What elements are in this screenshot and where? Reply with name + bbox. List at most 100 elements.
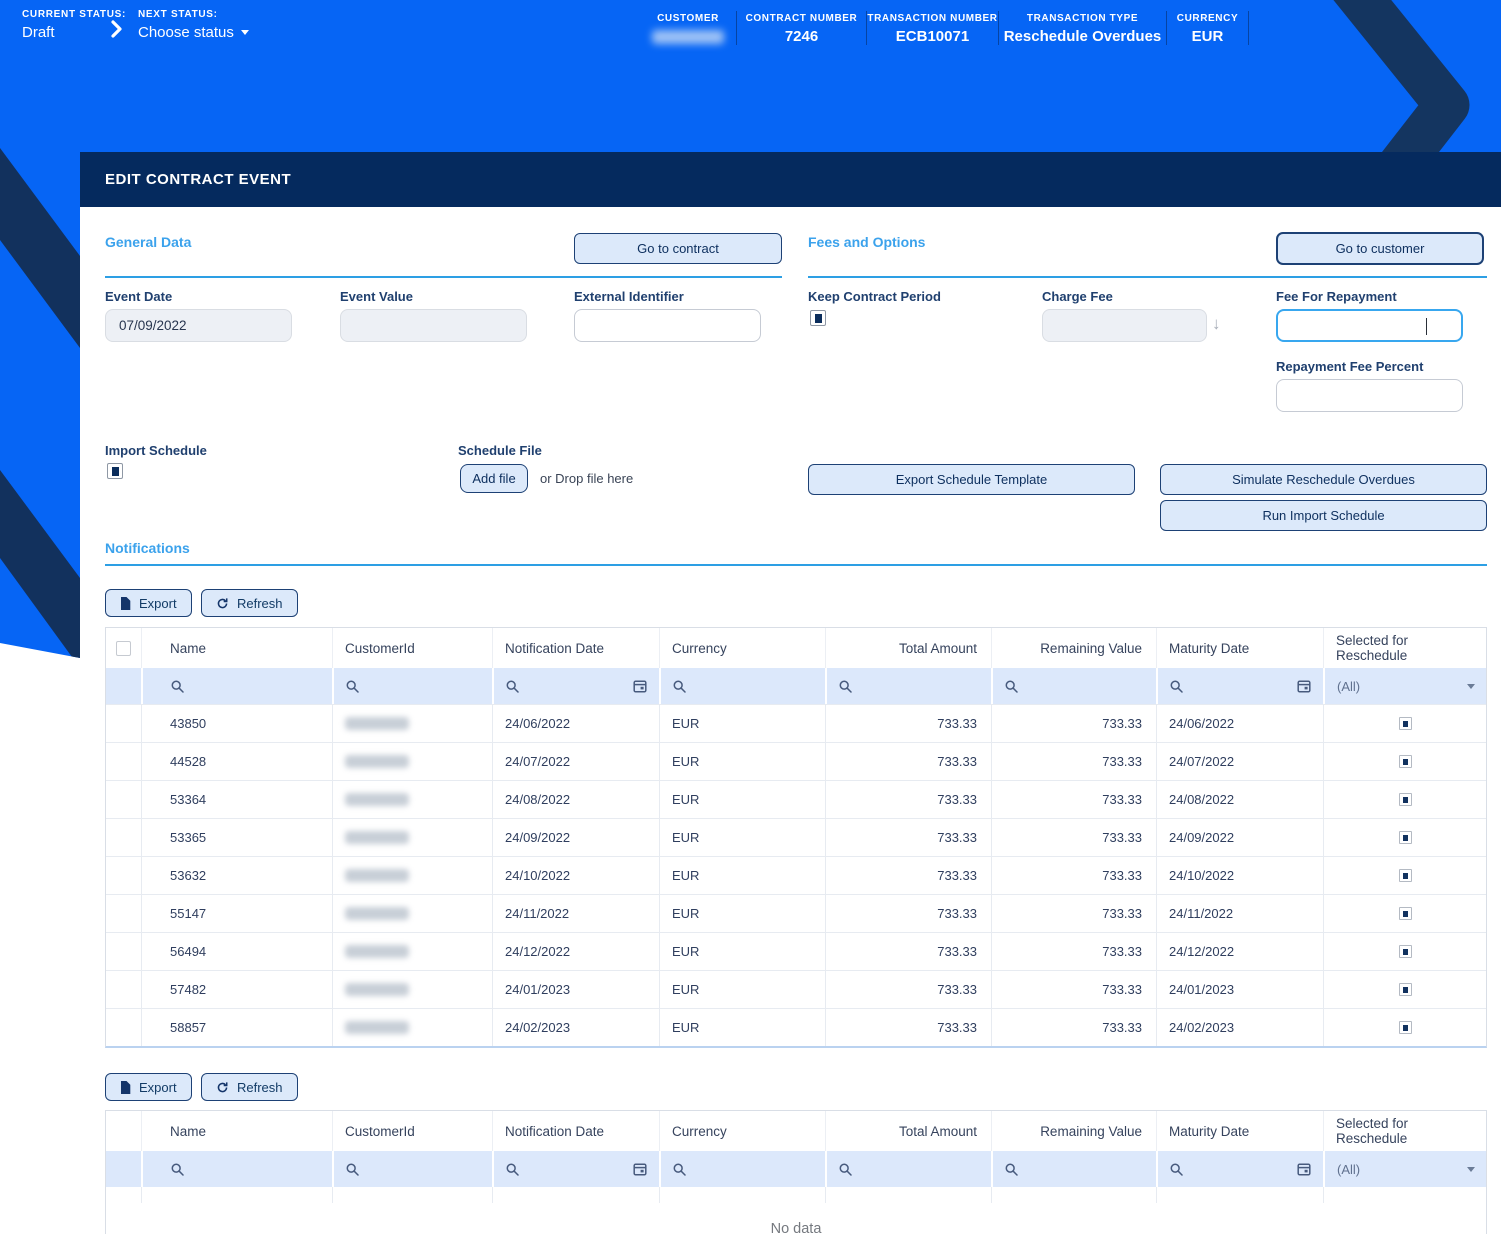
maturity-date-filter[interactable] [1156,1151,1323,1187]
table-row: 53365 24/09/2022 EUR 733.33 733.33 24/09… [106,818,1486,856]
selected-filter-dropdown[interactable]: (All) [1323,1151,1487,1187]
calendar-icon[interactable] [1297,1162,1311,1176]
row-reschedule-checkbox[interactable] [1399,983,1412,996]
table-row: 55147 24/11/2022 EUR 733.33 733.33 24/11… [106,894,1486,932]
row-reschedule-checkbox[interactable] [1399,755,1412,768]
cell-name: 43850 [141,705,332,742]
currency-filter[interactable] [659,1151,825,1187]
go-to-contract-button[interactable]: Go to contract [574,233,782,264]
search-icon [1170,1163,1183,1176]
info-currency: CURRENCY EUR [1167,11,1249,45]
run-import-schedule-button[interactable]: Run Import Schedule [1160,500,1487,531]
export-button[interactable]: Export [105,1073,192,1101]
cell-name: 53632 [141,857,332,894]
info-contract-number: CONTRACT NUMBER 7246 [737,11,867,45]
column-header-currency[interactable]: Currency [659,628,825,668]
event-date-field[interactable]: 07/09/2022 [105,309,292,342]
cell-currency: EUR [659,933,825,970]
maturity-date-filter[interactable] [1156,668,1323,704]
search-icon [506,680,519,693]
cell-currency: EUR [659,743,825,780]
charge-fee-select[interactable] [1042,309,1207,342]
select-all-checkbox[interactable] [116,640,131,656]
second-notifications-table: Name CustomerId Notification Date Curren… [105,1110,1487,1234]
cell-name: 44528 [141,743,332,780]
row-reschedule-checkbox[interactable] [1399,793,1412,806]
column-header-notification-date[interactable]: Notification Date [492,628,659,668]
cell-notification-date: 24/07/2022 [492,743,659,780]
repayment-fee-percent-field[interactable] [1276,379,1463,412]
calendar-icon[interactable] [1297,679,1311,693]
cell-remaining-value: 733.33 [991,819,1156,856]
table-row: 56494 24/12/2022 EUR 733.33 733.33 24/12… [106,932,1486,970]
total-amount-filter[interactable] [825,1151,991,1187]
arrow-down-icon: ↓ [1212,314,1221,333]
current-status-block: CURRENT STATUS: Draft [22,9,126,41]
customer-label: CUSTOMER [657,13,719,24]
column-header-name[interactable]: Name [141,628,332,668]
customerid-filter[interactable] [332,668,492,704]
cell-total-amount: 733.33 [825,857,991,894]
column-header-total-amount[interactable]: Total Amount [825,628,991,668]
column-header-remaining-value[interactable]: Remaining Value [991,628,1156,668]
charge-fee-label: Charge Fee [1042,289,1113,304]
name-filter[interactable] [141,668,332,704]
cell-customerid-redacted [332,895,492,932]
next-status-value: Choose status [138,24,234,41]
currency-filter[interactable] [659,668,825,704]
column-header-selected-for-reschedule[interactable]: Selected for Reschedule [1323,628,1487,668]
notification-date-filter[interactable] [492,668,659,704]
remaining-value-filter[interactable] [991,668,1156,704]
row-reschedule-checkbox[interactable] [1399,945,1412,958]
table-row: 53364 24/08/2022 EUR 733.33 733.33 24/08… [106,780,1486,818]
schedule-file-label: Schedule File [458,443,542,458]
column-header-customerid[interactable]: CustomerId [332,628,492,668]
selected-filter-dropdown[interactable]: (All) [1323,668,1487,704]
table-row: 57482 24/01/2023 EUR 733.33 733.33 24/01… [106,970,1486,1008]
calendar-icon[interactable] [633,679,647,693]
notification-date-filter[interactable] [492,1151,659,1187]
go-to-customer-button[interactable]: Go to customer [1276,232,1484,265]
row-reschedule-checkbox[interactable] [1399,1021,1412,1034]
row-reschedule-checkbox[interactable] [1399,717,1412,730]
cell-currency: EUR [659,1009,825,1046]
cell-customerid-redacted [332,781,492,818]
cell-remaining-value: 733.33 [991,743,1156,780]
import-schedule-checkbox[interactable] [107,463,123,479]
table-body: 43850 24/06/2022 EUR 733.33 733.33 24/06… [106,704,1486,1046]
simulate-reschedule-overdues-button[interactable]: Simulate Reschedule Overdues [1160,464,1487,495]
event-value-field[interactable] [340,309,527,342]
cell-name: 56494 [141,933,332,970]
table-filter-row: (All) [106,668,1486,704]
search-icon [1005,1163,1018,1176]
text-cursor [1425,318,1427,335]
info-customer: CUSTOMER [640,11,737,45]
cell-total-amount: 733.33 [825,933,991,970]
row-reschedule-checkbox[interactable] [1399,831,1412,844]
refresh-icon [217,1081,228,1092]
chevron-down-icon [240,30,249,35]
remaining-value-filter[interactable] [991,1151,1156,1187]
row-reschedule-checkbox[interactable] [1399,907,1412,920]
search-icon [346,680,359,693]
calendar-icon[interactable] [633,1162,647,1176]
refresh-button[interactable]: Refresh [201,589,298,617]
cell-currency: EUR [659,781,825,818]
total-amount-filter[interactable] [825,668,991,704]
column-header-maturity-date[interactable]: Maturity Date [1156,628,1323,668]
customerid-filter[interactable] [332,1151,492,1187]
cell-total-amount: 733.33 [825,895,991,932]
external-identifier-field[interactable] [574,309,761,342]
table-row: 44528 24/07/2022 EUR 733.33 733.33 24/07… [106,742,1486,780]
cell-customerid-redacted [332,971,492,1008]
export-schedule-template-button[interactable]: Export Schedule Template [808,464,1135,495]
cell-maturity-date: 24/02/2023 [1156,1009,1323,1046]
name-filter[interactable] [141,1151,332,1187]
export-button[interactable]: Export [105,589,192,617]
keep-contract-period-checkbox[interactable] [810,310,826,326]
next-status-dropdown[interactable]: Choose status [138,24,249,41]
add-file-button[interactable]: Add file [460,464,528,493]
row-reschedule-checkbox[interactable] [1399,869,1412,882]
refresh-button[interactable]: Refresh [201,1073,298,1101]
fee-for-repayment-field[interactable] [1276,309,1463,342]
